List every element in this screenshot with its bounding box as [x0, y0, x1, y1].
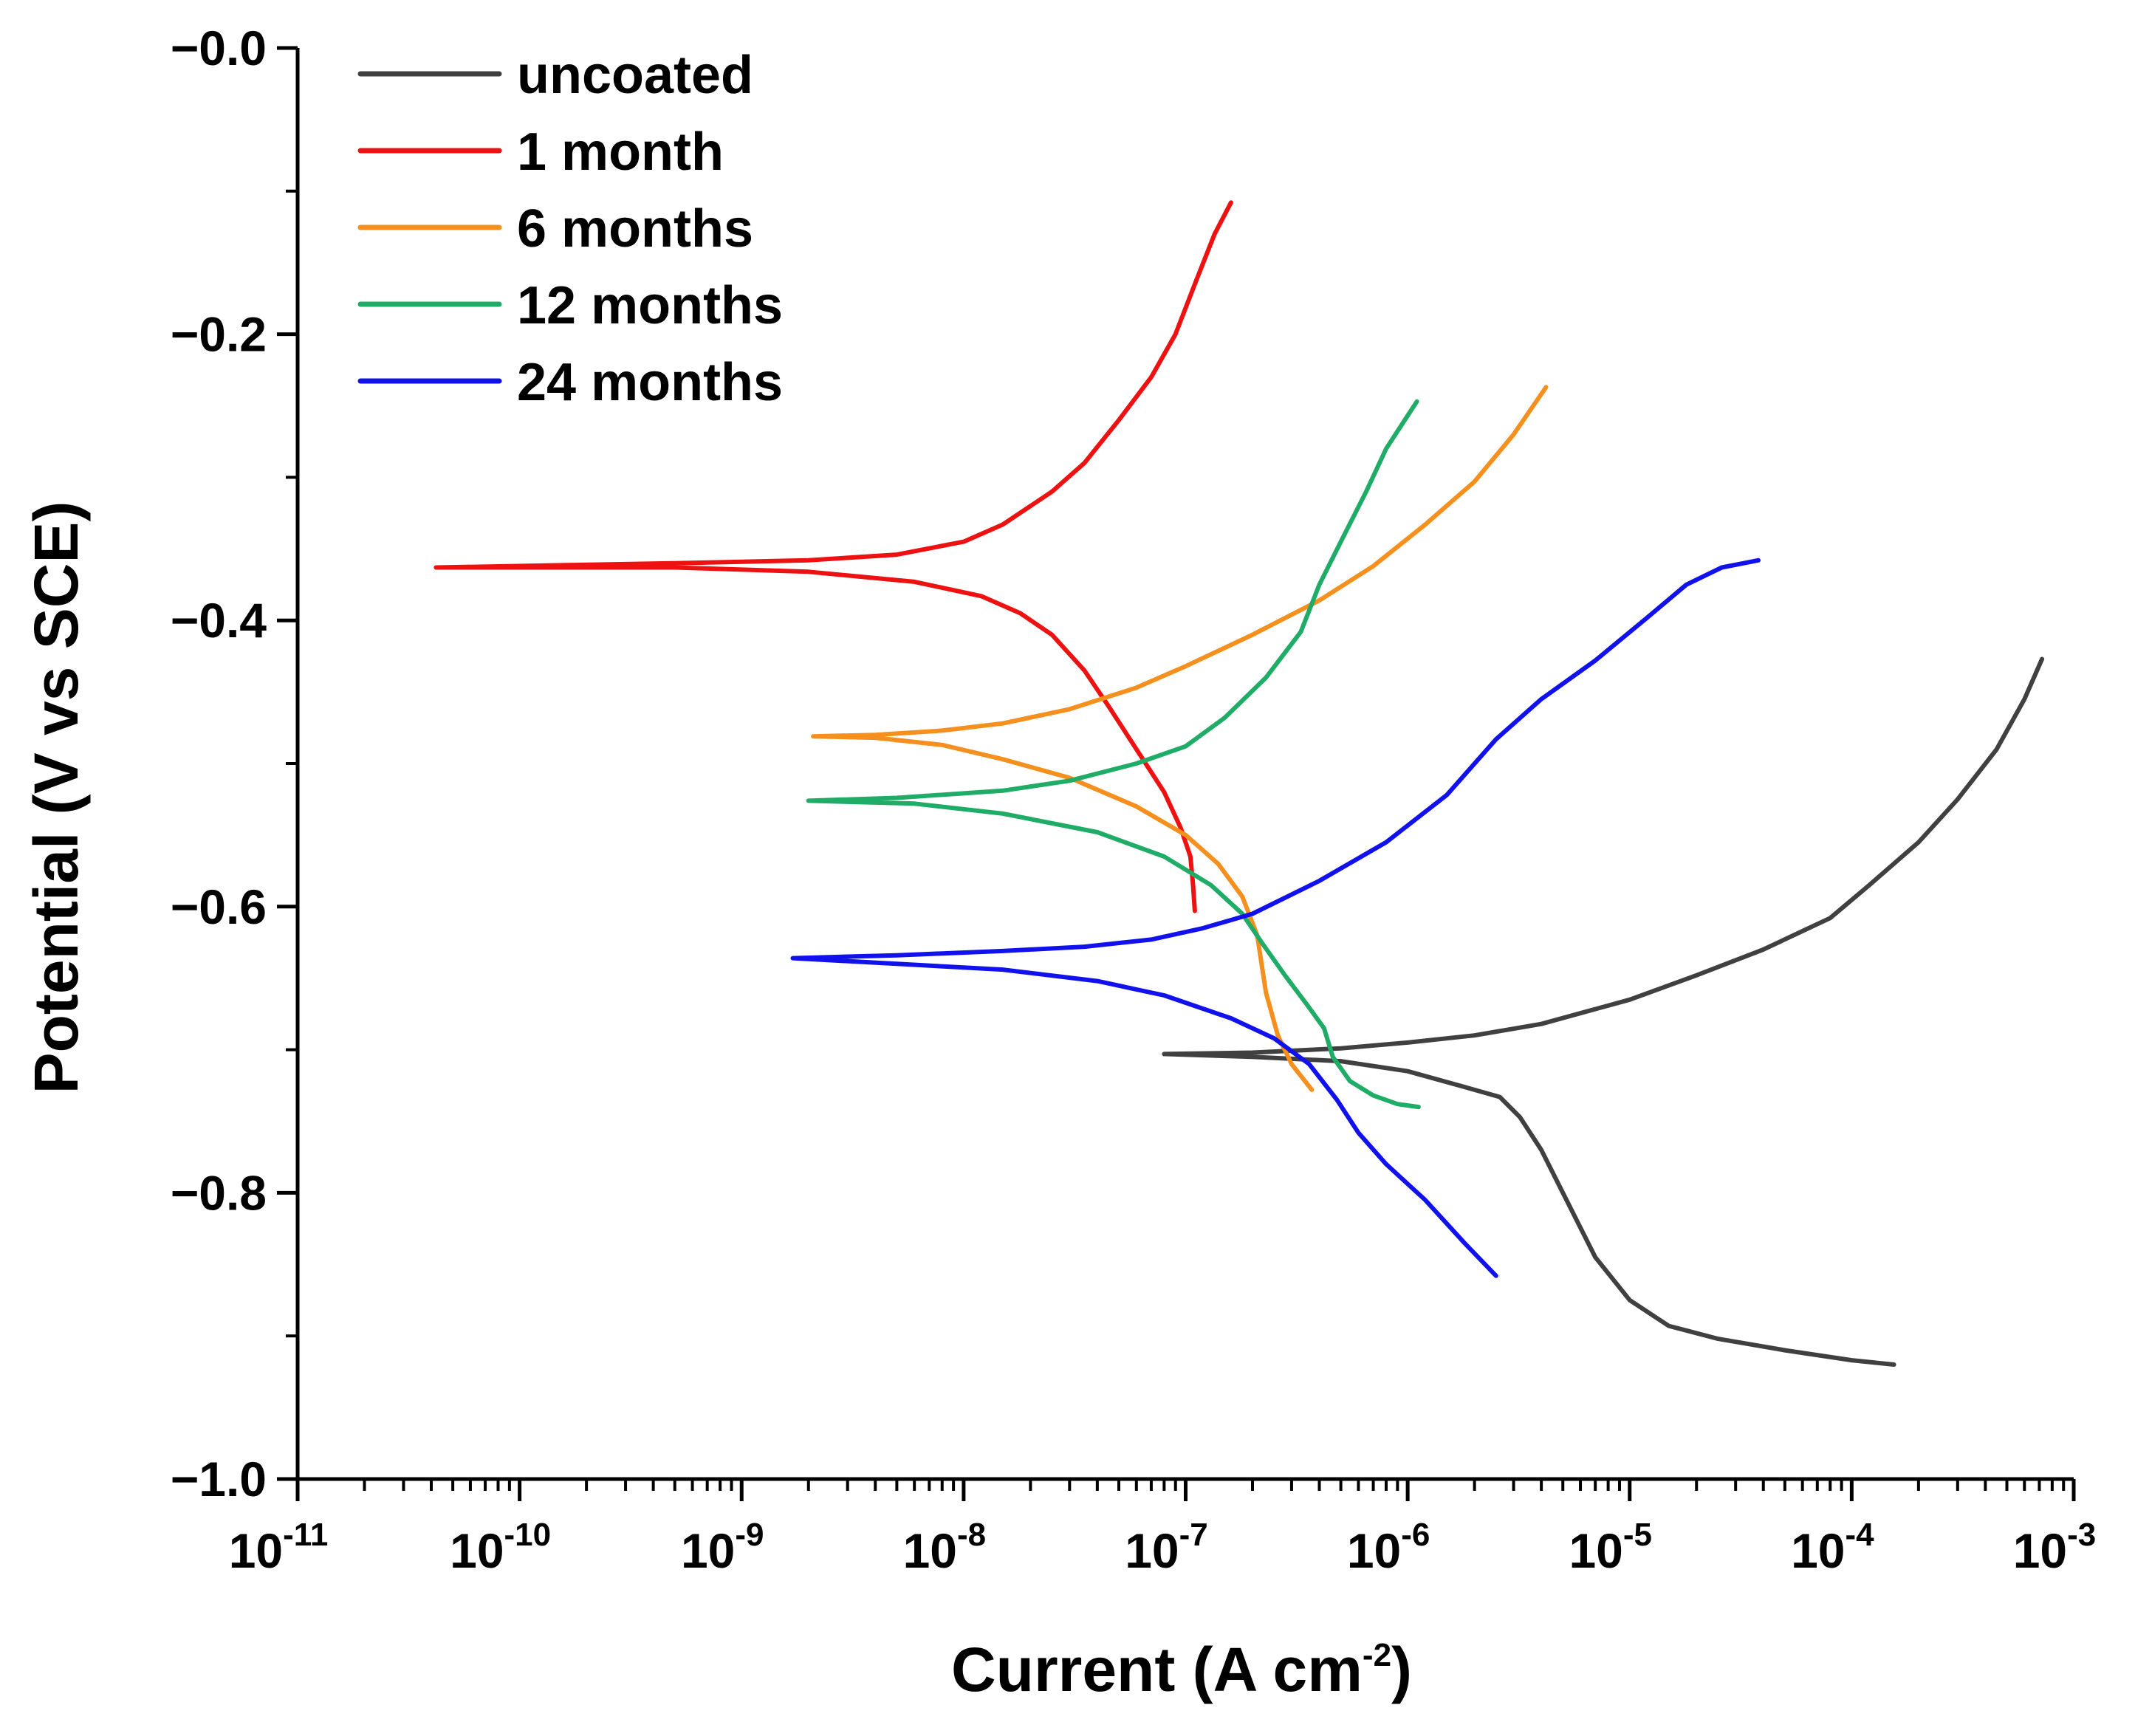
x-tick-base: 10	[1791, 1523, 1845, 1578]
series-line-24-months	[790, 557, 1761, 1278]
x-tick-base: 10	[450, 1523, 504, 1578]
x-tick-label: 10-8	[903, 1517, 987, 1578]
y-tick-label: −0.2	[171, 307, 267, 362]
x-tick-exp: -11	[283, 1517, 328, 1553]
legend-label-12-months: 12 months	[517, 276, 783, 335]
x-tick-label: 10-5	[1569, 1517, 1652, 1578]
legend-label-uncoated: uncoated	[517, 46, 753, 105]
x-tick-base: 10	[903, 1523, 957, 1578]
x-tick-exp: -10	[504, 1517, 552, 1553]
y-tick-label: −0.6	[171, 879, 267, 934]
y-tick-label: −0.4	[171, 593, 267, 648]
x-tick-exp: -3	[2067, 1517, 2096, 1553]
y-tick-label: −0.8	[171, 1165, 267, 1220]
y-axis-title: Potential (V vs SCE)	[21, 501, 91, 1094]
axes-layer: −0.0−0.2−0.4−0.6−0.8−1.010-11 10-10 10-9 10…	[171, 21, 2097, 1578]
legend-label-1-month: 1 month	[517, 123, 724, 182]
legend-label-6-months: 6 months	[517, 199, 753, 258]
x-tick-label: 10-11	[229, 1517, 329, 1578]
series-line-1-month	[433, 200, 1233, 913]
x-tick-exp: -4	[1846, 1517, 1875, 1553]
x-tick-label: 10-6	[1347, 1517, 1430, 1578]
x-tick-base: 10	[229, 1523, 283, 1578]
x-tick-label: 10-7	[1125, 1517, 1208, 1578]
y-tick-label: −1.0	[171, 1452, 267, 1506]
x-axis-title: Current (A cm-2)	[951, 1635, 1412, 1704]
x-tick-label: 10-4	[1791, 1517, 1874, 1578]
y-tick-label: −0.0	[171, 21, 267, 75]
legend-label-24-months: 24 months	[517, 353, 783, 412]
x-tick-exp: -8	[957, 1517, 986, 1553]
x-tick-base: 10	[681, 1523, 735, 1578]
x-tick-label: 10-9	[681, 1517, 764, 1578]
x-axis-title-exp: -2	[1363, 1637, 1391, 1673]
x-tick-base: 10	[2013, 1523, 2067, 1578]
x-tick-label: 10-3	[2013, 1517, 2097, 1578]
x-tick-exp: -5	[1623, 1517, 1652, 1553]
x-axis-title-main: Current (A cm	[951, 1635, 1363, 1704]
series-line-6-months	[811, 385, 1549, 1092]
series-line-uncoated	[1162, 656, 2045, 1367]
x-tick-label: 10-10	[450, 1517, 551, 1578]
x-tick-base: 10	[1347, 1523, 1401, 1578]
x-tick-exp: -6	[1401, 1517, 1430, 1553]
series-line-12-months	[806, 399, 1421, 1110]
x-tick-exp: -9	[735, 1517, 764, 1553]
series-layer	[433, 200, 2045, 1367]
legend: uncoated 1 month 6 months 12 months 24 month…	[357, 46, 783, 412]
x-tick-base: 10	[1125, 1523, 1179, 1578]
x-axis-title-suffix: )	[1391, 1635, 1412, 1704]
x-tick-exp: -7	[1179, 1517, 1208, 1553]
x-tick-base: 10	[1569, 1523, 1622, 1578]
